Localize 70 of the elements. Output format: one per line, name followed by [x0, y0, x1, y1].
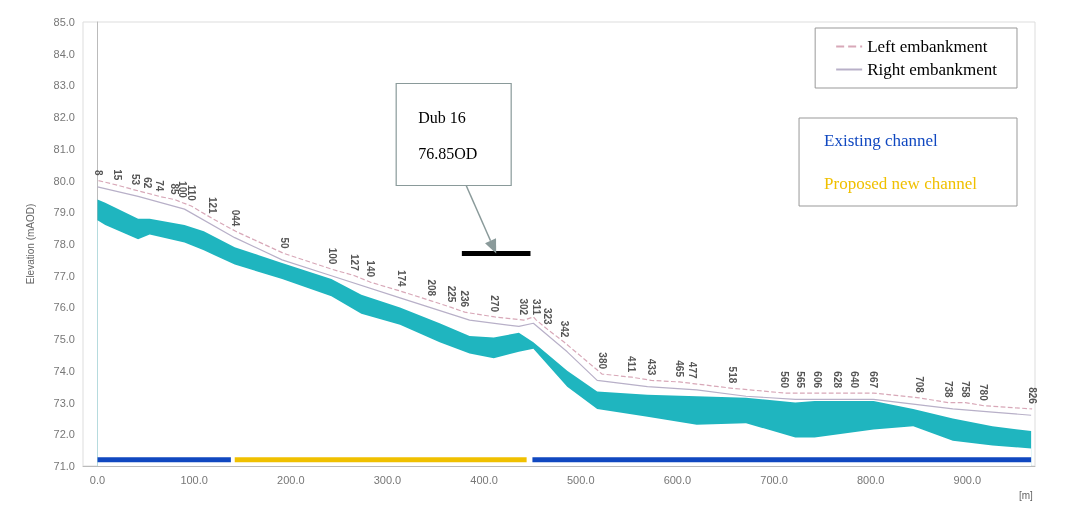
- x-tick-label: 300.0: [373, 473, 402, 486]
- y-tick-label: 77.0: [53, 269, 75, 282]
- y-tick-label: 73.0: [53, 396, 75, 409]
- annotation: 465: [673, 360, 685, 378]
- annotation: 225: [445, 285, 457, 303]
- y-tick-label: 84.0: [53, 47, 75, 60]
- annotation: 53: [129, 173, 141, 186]
- x-axis-title: [m]: [1019, 489, 1034, 501]
- annotation: 667: [868, 371, 880, 389]
- annotation: 236: [459, 290, 471, 308]
- annotation: 411: [626, 356, 638, 373]
- y-tick-label: 71.0: [53, 460, 75, 472]
- x-tick-label: 900.0: [953, 473, 982, 486]
- x-tick-label: 700.0: [760, 473, 788, 486]
- annotation: 738: [942, 380, 954, 399]
- annotation: 62: [142, 177, 154, 189]
- annotation: 74: [153, 180, 165, 192]
- annotation: 342: [558, 320, 570, 338]
- x-tick-label: 100.0: [180, 473, 208, 486]
- text: Existing channel: [824, 131, 939, 150]
- annotation: 826: [1026, 387, 1038, 405]
- x-tick-label: 500.0: [566, 473, 595, 486]
- legend-label: Right embankment: [867, 60, 998, 79]
- annotation: 044: [230, 209, 242, 227]
- annotation: 174: [396, 269, 408, 288]
- annotation: 50: [278, 237, 290, 249]
- annotation: 110: [185, 184, 197, 202]
- y-tick-label: 78.0: [53, 238, 75, 250]
- annotation: 140: [364, 260, 376, 278]
- annotation: 121: [207, 196, 219, 215]
- annotation: 8: [92, 170, 104, 177]
- y-tick-label: 80.0: [53, 174, 75, 187]
- x-tick-label: 600.0: [663, 473, 692, 486]
- annotation: 323: [542, 307, 554, 326]
- y-tick-label: 79.0: [53, 206, 75, 219]
- annotation: 15: [112, 169, 124, 181]
- annotation: 477: [687, 361, 699, 379]
- annotation: 302: [518, 298, 530, 316]
- annotation: 628: [832, 371, 844, 389]
- annotation: 127: [349, 254, 361, 272]
- annotation: 780: [978, 384, 990, 402]
- annotation: 518: [726, 366, 738, 384]
- y-tick-label: 81.0: [53, 142, 75, 155]
- annotation: 640: [848, 371, 860, 389]
- x-tick-label: 400.0: [470, 473, 498, 486]
- y-tick-label: 82.0: [53, 111, 75, 124]
- y-axis-title: Elevation (mAOD): [24, 203, 36, 285]
- annotation: 565: [794, 371, 806, 389]
- annotation: 270: [489, 295, 501, 313]
- annotation: 560: [779, 371, 791, 389]
- y-tick-label: 85.0: [53, 16, 75, 28]
- annotation: 433: [645, 358, 657, 376]
- x-tick-label: 200.0: [277, 473, 305, 486]
- legend-label: Left embankment: [867, 37, 988, 56]
- annotation: 208: [426, 279, 438, 297]
- annotation: 311: [530, 298, 542, 316]
- annotation: 380: [596, 352, 608, 370]
- y-tick-label: 74.0: [53, 364, 75, 377]
- y-tick-label: 76.0: [53, 301, 75, 314]
- text: Proposed new channel: [824, 174, 978, 193]
- y-tick-label: 75.0: [53, 333, 75, 346]
- annotation: 100: [326, 247, 338, 265]
- x-tick-label: 800.0: [856, 473, 885, 486]
- x-tick-label: 0.0: [89, 473, 106, 486]
- annotation: Dub 16 76.85OD: [418, 109, 478, 163]
- y-tick-label: 72.0: [53, 428, 75, 441]
- annotation: 606: [812, 371, 824, 389]
- y-tick-label: 83.0: [53, 79, 75, 92]
- annotation: 708: [913, 376, 925, 394]
- annotation: 758: [959, 380, 971, 399]
